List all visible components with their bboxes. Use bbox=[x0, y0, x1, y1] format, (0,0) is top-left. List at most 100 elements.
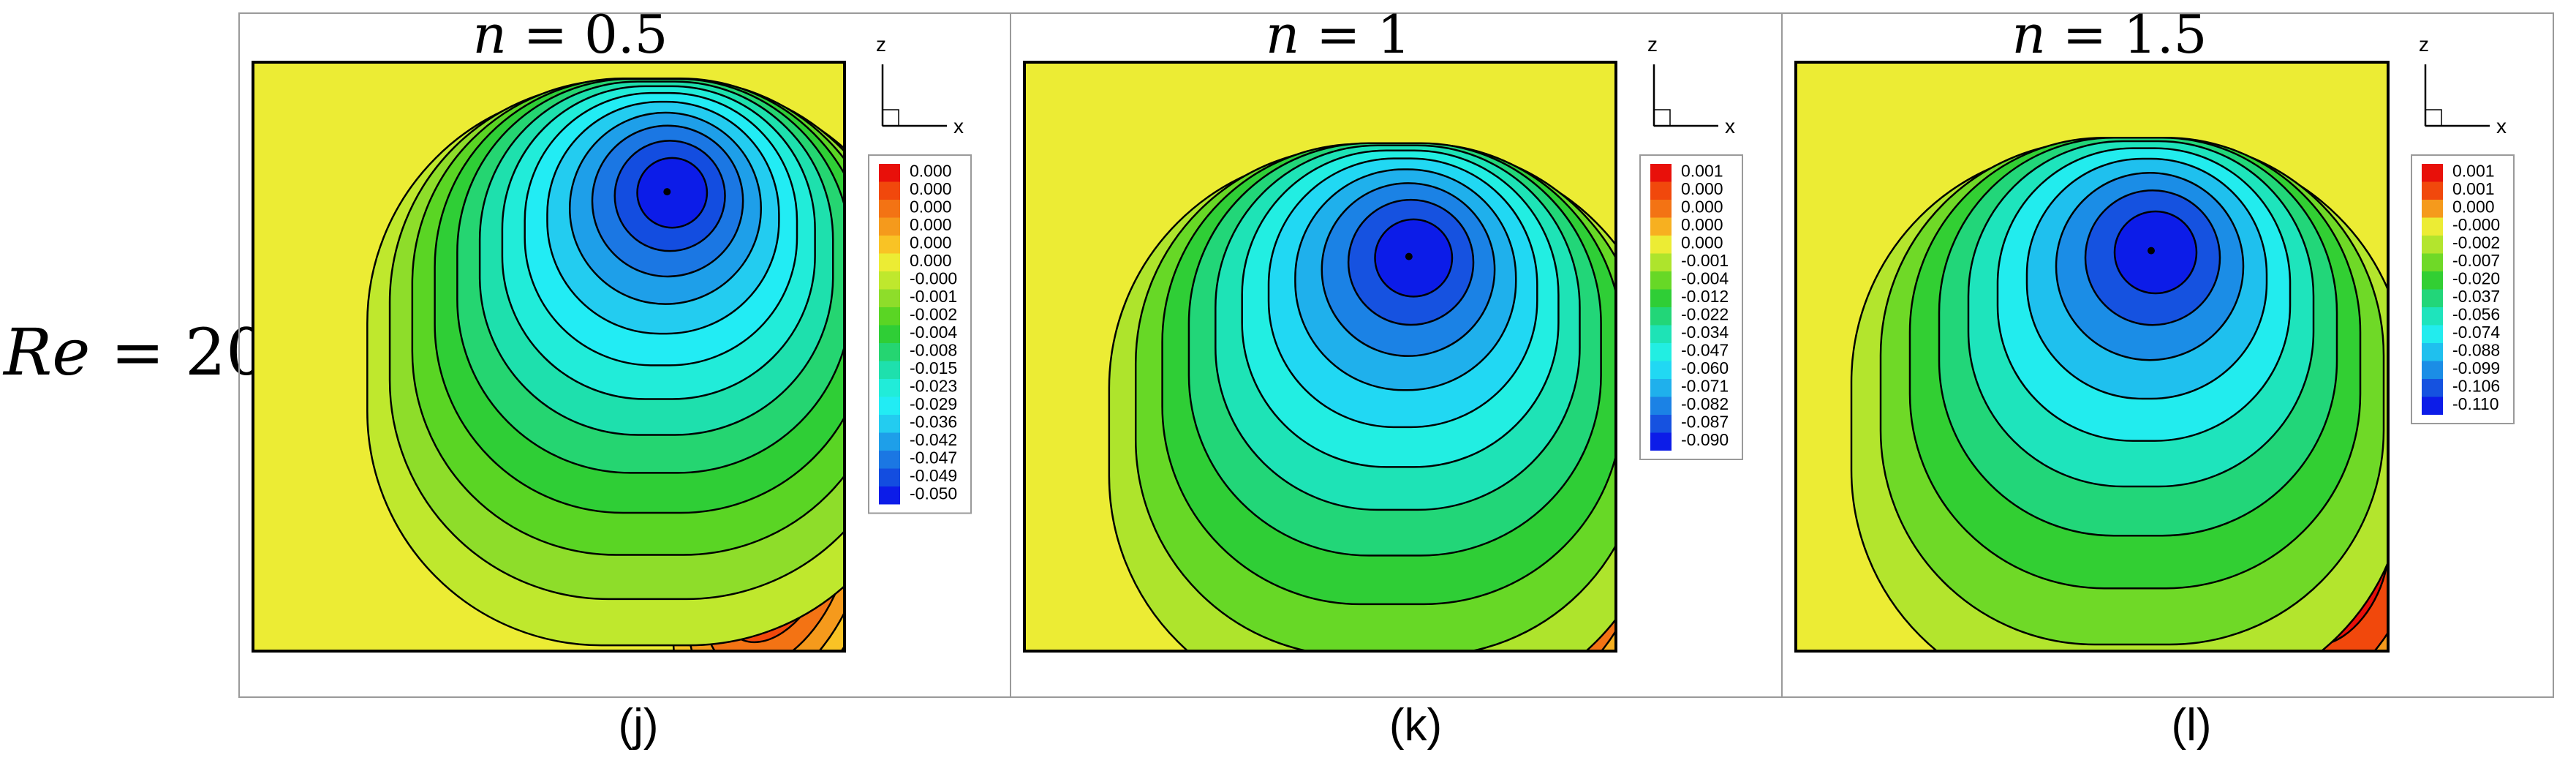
legend-swatch bbox=[879, 396, 900, 415]
legend-swatch bbox=[2422, 164, 2443, 182]
legend-level: -0.099 bbox=[2452, 358, 2500, 377]
legend-level: 0.000 bbox=[2452, 198, 2495, 217]
legend-swatch bbox=[1650, 343, 1672, 361]
row-label-re: Re bbox=[2, 315, 90, 390]
x-axis-label-k: x bbox=[1725, 115, 1735, 138]
legend-level: -0.110 bbox=[2452, 394, 2499, 413]
axis-triad-j: z x bbox=[876, 33, 964, 138]
legend-swatch bbox=[879, 343, 900, 361]
legend-swatch bbox=[1650, 200, 1672, 218]
legend-level: -0.023 bbox=[910, 377, 957, 396]
legend-level: 0.001 bbox=[2452, 162, 2495, 181]
caption-l: (l) bbox=[2171, 700, 2211, 751]
legend-swatch bbox=[1650, 307, 1672, 326]
legend-level: 0.000 bbox=[910, 215, 952, 234]
legend-swatch bbox=[879, 181, 900, 200]
legend-level: 0.000 bbox=[910, 198, 952, 217]
legend-level: -0.001 bbox=[1681, 251, 1729, 270]
axis-box-j bbox=[882, 109, 899, 127]
panel-frame-l bbox=[1781, 12, 2554, 698]
legend-swatch bbox=[2422, 181, 2443, 200]
legend-level: -0.087 bbox=[1681, 413, 1729, 432]
legend-level: -0.036 bbox=[910, 413, 957, 432]
legend-swatch bbox=[1650, 379, 1672, 397]
axis-triad-k: z x bbox=[1647, 33, 1735, 138]
legend-swatch bbox=[1650, 181, 1672, 200]
title-var-j: n bbox=[473, 4, 507, 65]
panel-title-l: n = 1.5 bbox=[2012, 4, 2207, 65]
legend-swatch bbox=[879, 379, 900, 397]
legend-level: -0.029 bbox=[910, 394, 957, 413]
legend-level: -0.004 bbox=[1681, 269, 1729, 288]
legend-k: 0.0010.0000.0000.0000.000-0.001-0.004-0.… bbox=[1639, 154, 1743, 460]
legend-level: -0.082 bbox=[1681, 394, 1729, 413]
title-value-k: = 1 bbox=[1299, 4, 1410, 65]
legend-swatch bbox=[879, 325, 900, 343]
plot-border-j bbox=[252, 61, 846, 653]
contour-plot-l bbox=[1796, 62, 2388, 651]
primary-vortex-contour bbox=[1374, 218, 1454, 298]
axis-box-k bbox=[1653, 109, 1671, 127]
legend-l: 0.0010.0010.000-0.000-0.002-0.007-0.020-… bbox=[2411, 154, 2515, 424]
caption-j: (j) bbox=[618, 700, 658, 751]
vortex-center bbox=[1405, 252, 1413, 260]
legend-level: -0.001 bbox=[910, 287, 957, 306]
legend-j: 0.0000.0000.0000.0000.0000.000-0.000-0.0… bbox=[868, 154, 972, 514]
legend-level: 0.000 bbox=[910, 179, 952, 198]
legend-swatch bbox=[2422, 289, 2443, 307]
legend-level: 0.000 bbox=[910, 162, 952, 181]
legend-swatch bbox=[879, 236, 900, 254]
legend-swatch bbox=[879, 468, 900, 486]
legend-swatch bbox=[879, 432, 900, 451]
z-axis-label-j: z bbox=[876, 33, 886, 56]
legend-swatch bbox=[2422, 343, 2443, 361]
legend-level: 0.000 bbox=[910, 251, 952, 270]
legend-swatch bbox=[1650, 396, 1672, 415]
primary-vortex-contour bbox=[2113, 210, 2198, 295]
legend-swatch bbox=[879, 307, 900, 326]
legend-swatch bbox=[2422, 236, 2443, 254]
legend-swatch bbox=[879, 415, 900, 433]
panel-title-j: n = 0.5 bbox=[473, 4, 668, 65]
legend-level: -0.015 bbox=[910, 358, 957, 377]
legend-level: 0.000 bbox=[1681, 215, 1723, 234]
legend-swatch bbox=[2422, 379, 2443, 397]
legend-level: 0.001 bbox=[1681, 162, 1723, 181]
legend-swatch bbox=[1650, 325, 1672, 343]
legend-level: -0.000 bbox=[2452, 215, 2500, 234]
legend-swatch bbox=[2422, 325, 2443, 343]
legend-level: -0.056 bbox=[2452, 305, 2500, 324]
title-var-l: n bbox=[2012, 4, 2046, 65]
legend-level: -0.074 bbox=[2452, 323, 2500, 342]
legend-level: -0.042 bbox=[910, 430, 957, 449]
legend-level: -0.088 bbox=[2452, 341, 2500, 360]
legend-level: -0.090 bbox=[1681, 430, 1729, 449]
legend-swatch bbox=[2422, 217, 2443, 236]
title-value-j: = 0.5 bbox=[507, 4, 668, 65]
caption-k: (k) bbox=[1389, 700, 1442, 751]
axis-box-l bbox=[2425, 109, 2442, 127]
legend-level: -0.050 bbox=[910, 484, 957, 503]
legend-swatch bbox=[2422, 307, 2443, 326]
legend-level: 0.000 bbox=[910, 233, 952, 252]
legend-swatch bbox=[879, 361, 900, 379]
legend-level: -0.106 bbox=[2452, 377, 2500, 396]
legend-swatch bbox=[2422, 271, 2443, 290]
legend-swatch bbox=[1650, 217, 1672, 236]
legend-level: 0.000 bbox=[1681, 233, 1723, 252]
legend-swatch bbox=[879, 253, 900, 271]
legend-swatch bbox=[879, 451, 900, 469]
z-axis-label-k: z bbox=[1647, 33, 1658, 56]
axis-triad-l: z x bbox=[2419, 33, 2507, 138]
legend-level: -0.004 bbox=[910, 323, 957, 342]
legend-level: 0.000 bbox=[1681, 179, 1723, 198]
legend-swatch bbox=[1650, 289, 1672, 307]
primary-vortex-contour bbox=[636, 157, 709, 229]
legend-level: -0.047 bbox=[910, 448, 957, 467]
legend-swatch bbox=[879, 271, 900, 290]
legend-swatch bbox=[879, 217, 900, 236]
legend-level: -0.002 bbox=[910, 305, 957, 324]
legend-level: -0.049 bbox=[910, 466, 957, 485]
x-axis-label-l: x bbox=[2496, 115, 2507, 138]
